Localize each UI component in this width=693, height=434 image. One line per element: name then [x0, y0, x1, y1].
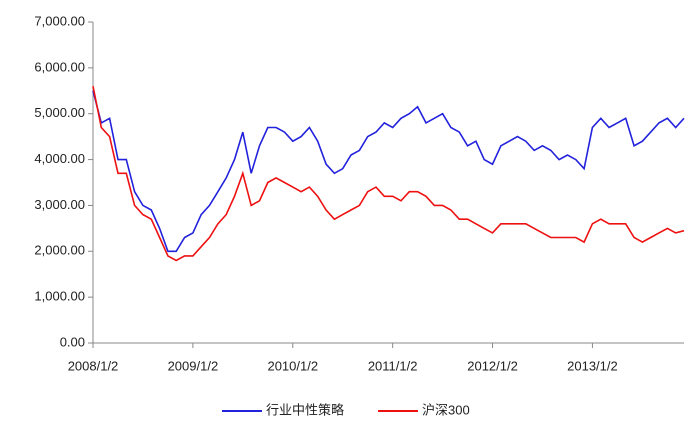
x-tick-label: 2013/1/2: [567, 358, 618, 373]
y-tick-label: 2,000.00: [34, 243, 85, 258]
series-line: [92, 86, 685, 262]
x-tick-label: 2008/1/2: [68, 358, 119, 373]
y-tick-label: 7,000.00: [34, 13, 85, 28]
x-tick-label: 2010/1/2: [267, 358, 318, 373]
y-tick-label: 6,000.00: [34, 59, 85, 74]
y-tick-label: 5,000.00: [34, 105, 85, 120]
x-tick-label: 2011/1/2: [368, 358, 418, 373]
y-tick-label: 1,000.00: [34, 289, 85, 304]
legend-label: 行业中性策略: [266, 402, 344, 417]
y-tick-label: 4,000.00: [34, 151, 85, 166]
legend-label: 沪深300: [422, 402, 470, 417]
x-tick-label: 2012/1/2: [467, 358, 518, 373]
y-tick-label: 3,000.00: [34, 197, 85, 212]
series-line: [92, 90, 685, 253]
y-tick-label: 0.00: [60, 334, 85, 349]
x-tick-label: 2009/1/2: [168, 358, 219, 373]
